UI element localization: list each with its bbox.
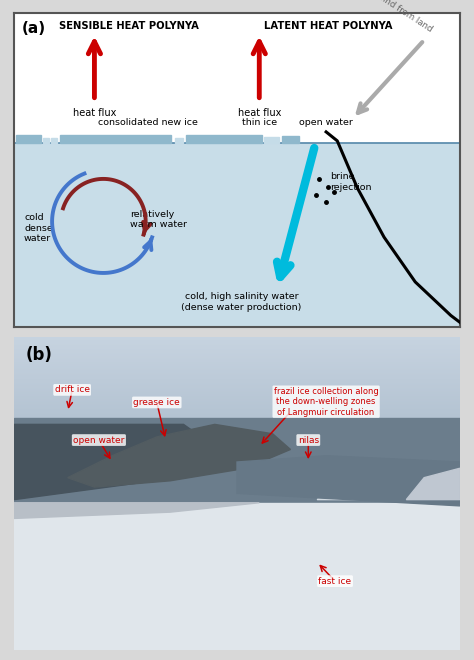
Polygon shape <box>68 424 291 487</box>
Text: brine
rejection: brine rejection <box>330 172 372 191</box>
Text: LATENT HEAT POLYNYA: LATENT HEAT POLYNYA <box>264 21 392 31</box>
Bar <box>43 138 48 143</box>
Text: relatively
warm water: relatively warm water <box>130 209 187 229</box>
Text: (b): (b) <box>25 346 52 364</box>
Polygon shape <box>317 475 460 500</box>
Text: open water: open water <box>73 436 125 445</box>
Text: cold
dense
water: cold dense water <box>24 213 53 243</box>
Text: SENSIBLE HEAT POLYNYA: SENSIBLE HEAT POLYNYA <box>59 21 199 31</box>
Bar <box>60 135 171 143</box>
Text: grease ice: grease ice <box>133 398 180 407</box>
Bar <box>174 138 182 143</box>
Polygon shape <box>14 503 259 519</box>
Text: (a): (a) <box>22 21 46 36</box>
Text: wind from land: wind from land <box>374 0 434 34</box>
Text: nilas: nilas <box>298 436 319 445</box>
Bar <box>282 137 300 143</box>
Bar <box>14 503 460 650</box>
Text: frazil ice collection along
the down-welling zones
of Langmuir circulation: frazil ice collection along the down-wel… <box>274 387 378 416</box>
Bar <box>51 138 57 143</box>
Bar <box>14 418 460 519</box>
Text: heat flux: heat flux <box>73 108 116 118</box>
Polygon shape <box>237 455 460 506</box>
Bar <box>17 135 41 143</box>
Text: cold, high salinity water
(dense water production): cold, high salinity water (dense water p… <box>181 292 301 312</box>
Bar <box>186 135 262 143</box>
Text: fast ice: fast ice <box>319 577 352 585</box>
Bar <box>14 143 460 327</box>
Text: thin ice: thin ice <box>242 118 277 127</box>
Polygon shape <box>406 469 460 500</box>
Bar <box>264 137 279 143</box>
Text: drift ice: drift ice <box>55 385 90 395</box>
Text: open water: open water <box>299 118 353 127</box>
Text: heat flux: heat flux <box>237 108 281 118</box>
Text: consolidated new ice: consolidated new ice <box>98 118 198 127</box>
Polygon shape <box>14 424 228 500</box>
